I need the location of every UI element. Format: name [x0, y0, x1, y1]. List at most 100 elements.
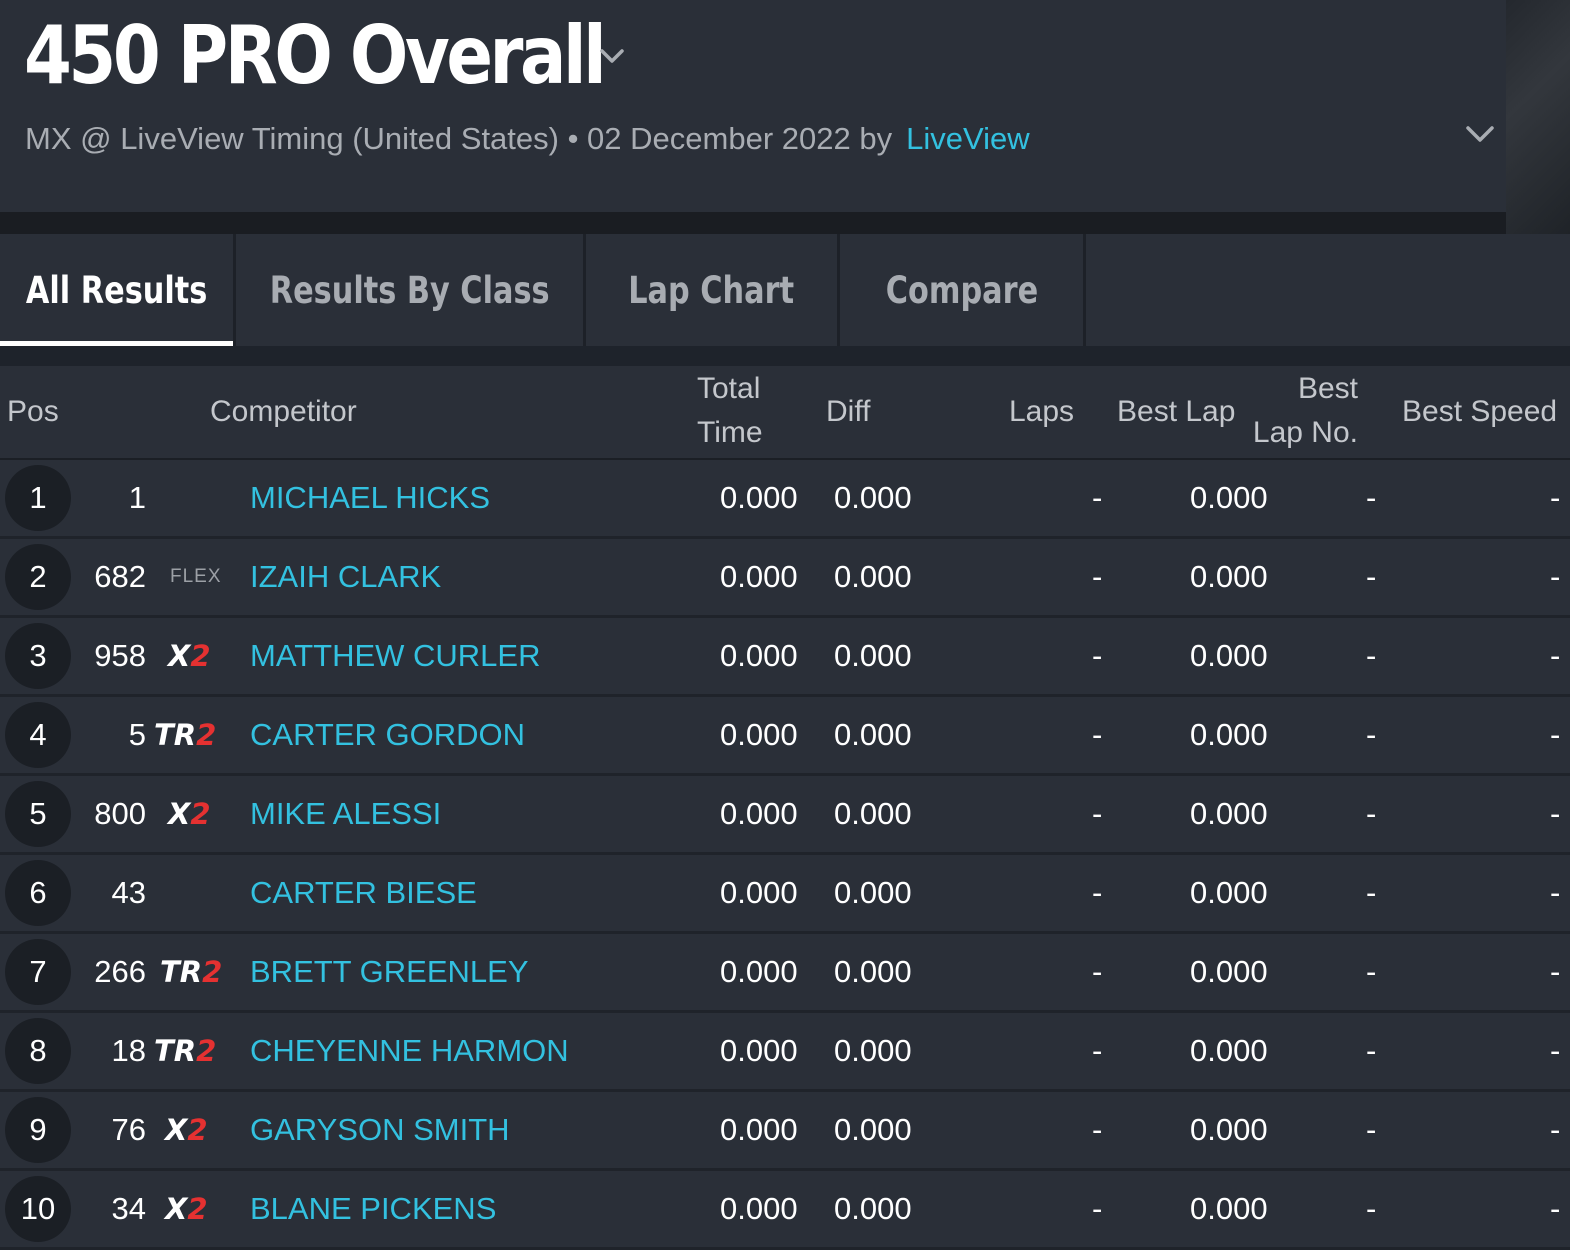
best-speed: - [1550, 559, 1561, 594]
results-tabs: All Results Results By Class Lap Chart C… [0, 234, 1570, 346]
laps: - [1092, 1191, 1103, 1226]
position-badge: 8 [5, 1018, 71, 1084]
table-row[interactable]: 7 266 TR2 BRETT GREENLEY 0.000 0.000 - 0.000 - - [0, 934, 1570, 1013]
results-table-header: Pos Competitor Total Time Diff Laps Best… [0, 366, 1570, 460]
competitor-name-link[interactable]: MICHAEL HICKS [250, 480, 491, 515]
tab-divider [583, 234, 586, 346]
best-lap: 0.000 [1190, 480, 1268, 515]
best-speed: - [1550, 954, 1561, 989]
best-lap: 0.000 [1190, 1112, 1268, 1147]
rider-number: 76 [111, 1112, 146, 1147]
total-time: 0.000 [720, 717, 798, 752]
competitor-name-link[interactable]: IZAIH CLARK [250, 559, 442, 594]
column-header-best-lap[interactable]: Best Lap [1117, 395, 1236, 428]
competitor-name-link[interactable]: CARTER GORDON [250, 717, 526, 752]
tab-compare[interactable]: Compare [885, 268, 1038, 312]
column-header-laps[interactable]: Laps [1009, 395, 1075, 428]
chevron-down-icon[interactable] [598, 42, 626, 70]
competitor-name-link[interactable]: BLANE PICKENS [250, 1191, 497, 1226]
competitor-name-link[interactable]: CHEYENNE HARMON [250, 1033, 569, 1068]
event-subtitle: MX @ LiveView Timing (United States) • 0… [25, 118, 1030, 160]
laps: - [1092, 1112, 1103, 1147]
competitor-name-link[interactable]: CARTER BIESE [250, 875, 477, 910]
best-lap: 0.000 [1190, 1191, 1268, 1226]
author-link[interactable]: LiveView [906, 121, 1030, 156]
rider-number: 18 [111, 1033, 146, 1068]
total-time: 0.000 [720, 559, 798, 594]
competitor-name-link[interactable]: BRETT GREENLEY [250, 954, 529, 989]
column-header-total-time[interactable]: Time [697, 416, 763, 449]
position-badge: 2 [5, 544, 71, 610]
laps: - [1092, 796, 1103, 831]
position-badge: 3 [5, 623, 71, 689]
rider-number: 5 [128, 717, 146, 752]
table-row[interactable]: 1 1 MICHAEL HICKS 0.000 0.000 - 0.000 - - [0, 460, 1570, 539]
position-badge: 7 [5, 939, 71, 1005]
best-lap-no: - [1366, 480, 1377, 515]
column-header-best-speed[interactable]: Best Speed [1402, 395, 1558, 428]
table-row[interactable]: 9 76 X2 GARYSON SMITH 0.000 0.000 - 0.000 - - [0, 1092, 1570, 1171]
competitor-name-link[interactable]: GARYSON SMITH [250, 1112, 510, 1147]
best-lap: 0.000 [1190, 875, 1268, 910]
chevron-down-icon[interactable] [1464, 120, 1496, 148]
brand-logo: X2 [168, 797, 211, 831]
position-badge: 5 [5, 781, 71, 847]
diff: 0.000 [834, 1191, 912, 1226]
brand-logo: TR2 [154, 1034, 217, 1068]
best-lap: 0.000 [1190, 954, 1268, 989]
best-speed: - [1550, 1033, 1561, 1068]
table-row[interactable]: 2 682 FLEX IZAIH CLARK 0.000 0.000 - 0.000 - - [0, 539, 1570, 618]
event-header: 450 PRO Overall MX @ LiveView Timing (Un… [0, 0, 1506, 212]
diff: 0.000 [834, 717, 912, 752]
tab-all-results[interactable]: All Results [0, 234, 233, 346]
laps: - [1092, 1033, 1103, 1068]
column-header-pos[interactable]: Pos [7, 395, 59, 428]
tab-divider [837, 234, 840, 346]
competitor-name-link[interactable]: MIKE ALESSI [250, 796, 442, 831]
best-lap-no: - [1366, 954, 1377, 989]
tab-results-by-class[interactable]: Results By Class [269, 268, 550, 312]
brand-logo: X2 [168, 639, 211, 673]
diff: 0.000 [834, 638, 912, 673]
table-row[interactable]: 10 34 X2 BLANE PICKENS 0.000 0.000 - 0.000 - - [0, 1171, 1570, 1250]
table-row[interactable]: 5 800 X2 MIKE ALESSI 0.000 0.000 - 0.000 - - [0, 776, 1570, 855]
event-info: MX @ LiveView Timing (United States) • 0… [25, 121, 893, 156]
brand-logo: TR2 [154, 718, 217, 752]
laps: - [1092, 875, 1103, 910]
position-badge: 9 [5, 1097, 71, 1163]
tab-divider [1083, 234, 1086, 346]
tab-divider [233, 234, 236, 346]
spacer [0, 346, 1570, 366]
table-row[interactable]: 4 5 TR2 CARTER GORDON 0.000 0.000 - 0.000 - - [0, 697, 1570, 776]
diff: 0.000 [834, 875, 912, 910]
diff: 0.000 [834, 796, 912, 831]
total-time: 0.000 [720, 1033, 798, 1068]
column-header-best-lap-no[interactable]: Best [1297, 372, 1358, 405]
best-lap: 0.000 [1190, 796, 1268, 831]
tab-lap-chart[interactable]: Lap Chart [628, 268, 795, 312]
table-row[interactable]: 8 18 TR2 CHEYENNE HARMON 0.000 0.000 - 0.000 - - [0, 1013, 1570, 1092]
page-title: 450 PRO Overall [24, 9, 607, 102]
column-header-best-lap-no[interactable]: Lap No. [1252, 416, 1358, 449]
best-speed: - [1550, 1191, 1561, 1226]
brand-logo: FLEX [170, 566, 222, 587]
laps: - [1092, 717, 1103, 752]
column-header-diff[interactable]: Diff [826, 395, 871, 428]
rider-number: 1 [128, 480, 146, 515]
laps: - [1092, 559, 1103, 594]
competitor-name-link[interactable]: MATTHEW CURLER [250, 638, 541, 673]
table-row[interactable]: 6 43 CARTER BIESE 0.000 0.000 - 0.000 - - [0, 855, 1570, 934]
table-row[interactable]: 3 958 X2 MATTHEW CURLER 0.000 0.000 - 0.000 - - [0, 618, 1570, 697]
best-lap: 0.000 [1190, 638, 1268, 673]
brand-logo: X2 [165, 1192, 208, 1226]
best-lap-no: - [1366, 1112, 1377, 1147]
column-header-competitor[interactable]: Competitor [210, 395, 357, 428]
total-time: 0.000 [720, 1112, 798, 1147]
header-background-image [1506, 0, 1570, 234]
best-lap: 0.000 [1190, 717, 1268, 752]
column-header-total-time[interactable]: Total [697, 372, 761, 405]
best-lap-no: - [1366, 1191, 1377, 1226]
best-lap: 0.000 [1190, 559, 1268, 594]
total-time: 0.000 [720, 875, 798, 910]
rider-number: 958 [94, 638, 146, 673]
